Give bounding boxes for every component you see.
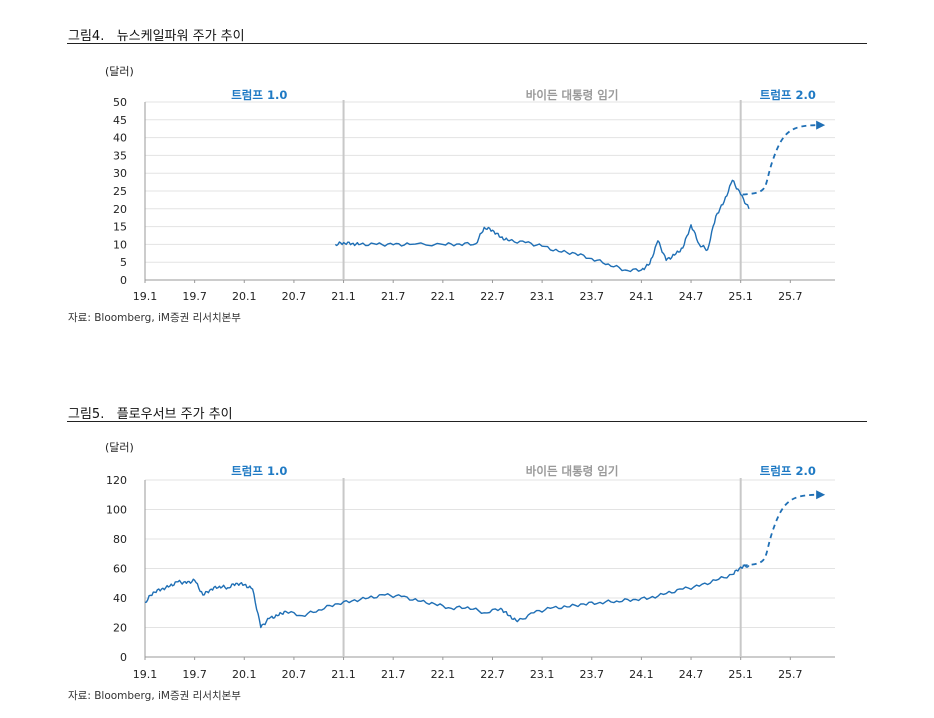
x-tick-label: 21.7 — [381, 668, 406, 681]
y-tick-label: 35 — [113, 149, 127, 162]
y-tick-label: 25 — [113, 185, 127, 198]
x-tick-label: 19.7 — [182, 290, 207, 303]
y-tick-label: 60 — [113, 563, 127, 576]
x-tick-label: 22.7 — [480, 668, 505, 681]
x-tick-label: 25.7 — [778, 668, 803, 681]
y-axis-unit: (달러) — [105, 65, 134, 78]
y-tick-label: 20 — [113, 622, 127, 635]
projection-arrowhead — [816, 490, 826, 500]
y-tick-label: 15 — [113, 221, 127, 234]
x-tick-label: 21.7 — [381, 290, 406, 303]
y-tick-label: 10 — [113, 238, 127, 251]
x-tick-label: 19.1 — [133, 290, 158, 303]
y-axis-unit: (달러) — [105, 441, 134, 454]
y-tick-label: 80 — [113, 533, 127, 546]
x-tick-label: 22.1 — [431, 668, 456, 681]
y-tick-label: 20 — [113, 203, 127, 216]
projection-arrowhead — [816, 120, 826, 130]
x-tick-label: 20.1 — [232, 290, 257, 303]
x-tick-label: 22.1 — [431, 290, 456, 303]
chart-nuscale-stock: 0 5 10 15 20 25 30 35 40 45 50 19.1 19.7 20.1 20.7 21.1… — [105, 65, 835, 303]
x-tick-label: 24.1 — [629, 290, 654, 303]
x-tick-label: 19.7 — [182, 668, 207, 681]
period-label: 트럼프 2.0 — [760, 88, 816, 102]
x-tick-label: 23.1 — [530, 290, 555, 303]
figure-title: 그림4. 뉴스케일파워 주가 추이 — [68, 29, 245, 44]
x-tick-label: 20.7 — [282, 668, 307, 681]
y-tick-label: 100 — [106, 504, 127, 517]
x-tick-label: 19.1 — [133, 668, 158, 681]
x-tick-label: 23.7 — [580, 668, 605, 681]
figure-title: 그림5. 플로우서브 주가 추이 — [68, 407, 233, 422]
price-line — [144, 564, 750, 629]
x-tick-label: 20.1 — [232, 668, 257, 681]
x-tick-label: 24.7 — [679, 668, 704, 681]
x-tick-label: 24.7 — [679, 290, 704, 303]
y-tick-label: 0 — [120, 651, 127, 664]
y-tick-label: 30 — [113, 167, 127, 180]
period-label: 트럼프 1.0 — [231, 464, 287, 478]
x-tick-label: 25.1 — [728, 290, 753, 303]
x-tick-label: 23.7 — [580, 290, 605, 303]
period-label: 트럼프 1.0 — [231, 88, 287, 102]
y-tick-label: 40 — [113, 132, 127, 145]
y-tick-label: 0 — [120, 274, 127, 287]
period-label: 트럼프 2.0 — [760, 464, 816, 478]
y-tick-label: 50 — [113, 96, 127, 109]
y-tick-label: 5 — [120, 256, 127, 269]
x-tick-label: 23.1 — [530, 668, 555, 681]
x-tick-label: 22.7 — [480, 290, 505, 303]
x-tick-label: 25.1 — [728, 668, 753, 681]
source-note: 자료: Bloomberg, iM증권 리서치본부 — [68, 312, 241, 324]
price-line — [334, 179, 750, 273]
y-tick-label: 45 — [113, 114, 127, 127]
period-label: 바이든 대통령 임기 — [526, 464, 619, 478]
source-note: 자료: Bloomberg, iM증권 리서치본부 — [68, 690, 241, 702]
title-rule — [67, 43, 867, 44]
y-tick-label: 120 — [106, 474, 127, 487]
period-label: 바이든 대통령 임기 — [526, 88, 619, 102]
x-tick-label: 24.1 — [629, 668, 654, 681]
title-rule — [67, 421, 867, 422]
projection-line — [742, 493, 820, 567]
y-tick-label: 40 — [113, 592, 127, 605]
x-tick-label: 21.1 — [331, 290, 356, 303]
x-tick-label: 20.7 — [282, 290, 307, 303]
x-tick-label: 21.1 — [331, 668, 356, 681]
x-tick-label: 25.7 — [778, 290, 803, 303]
